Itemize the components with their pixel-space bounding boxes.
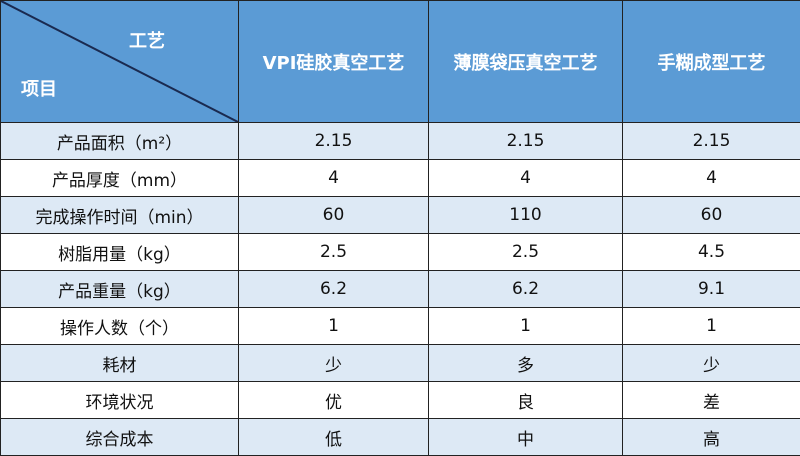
table-row: 环境状况优良差 [1, 382, 800, 419]
table-cell: 1 [239, 308, 429, 345]
table-cell: 4.5 [623, 234, 800, 271]
row-label: 完成操作时间（min） [1, 197, 239, 234]
table-cell: 9.1 [623, 271, 800, 308]
header-row: 工艺 项目 VPI硅胶真空工艺 薄膜袋压真空工艺 手糊成型工艺 [1, 1, 800, 123]
table-row: 耗材少多少 [1, 345, 800, 382]
table-cell: 中 [429, 419, 623, 456]
table-cell: 6.2 [239, 271, 429, 308]
row-label: 产品面积（m²） [1, 123, 239, 160]
column-header: 薄膜袋压真空工艺 [429, 1, 623, 123]
column-header: VPI硅胶真空工艺 [239, 1, 429, 123]
table-cell: 良 [429, 382, 623, 419]
corner-header-cell: 工艺 项目 [1, 1, 239, 123]
table-cell: 多 [429, 345, 623, 382]
table-cell: 2.15 [623, 123, 800, 160]
table-cell: 4 [239, 160, 429, 197]
column-header: 手糊成型工艺 [623, 1, 800, 123]
table-cell: 高 [623, 419, 800, 456]
table-cell: 110 [429, 197, 623, 234]
diagonal-line [1, 1, 238, 122]
table-cell: 2.5 [429, 234, 623, 271]
table-cell: 60 [239, 197, 429, 234]
table-cell: 优 [239, 382, 429, 419]
table-cell: 4 [429, 160, 623, 197]
table-cell: 低 [239, 419, 429, 456]
corner-bottom-label: 项目 [21, 75, 57, 101]
table-row: 综合成本低中高 [1, 419, 800, 456]
table-cell: 少 [623, 345, 800, 382]
table-cell: 4 [623, 160, 800, 197]
table-cell: 差 [623, 382, 800, 419]
row-label: 环境状况 [1, 382, 239, 419]
table-cell: 少 [239, 345, 429, 382]
table-cell: 1 [429, 308, 623, 345]
table-cell: 6.2 [429, 271, 623, 308]
table-cell: 2.5 [239, 234, 429, 271]
row-label: 产品厚度（mm） [1, 160, 239, 197]
table-cell: 2.15 [239, 123, 429, 160]
table-cell: 60 [623, 197, 800, 234]
table-cell: 1 [623, 308, 800, 345]
row-label: 操作人数（个） [1, 308, 239, 345]
row-label: 产品重量（kg） [1, 271, 239, 308]
row-label: 综合成本 [1, 419, 239, 456]
corner-top-label: 工艺 [129, 27, 165, 53]
table-cell: 2.15 [429, 123, 623, 160]
row-label: 树脂用量（kg） [1, 234, 239, 271]
row-label: 耗材 [1, 345, 239, 382]
